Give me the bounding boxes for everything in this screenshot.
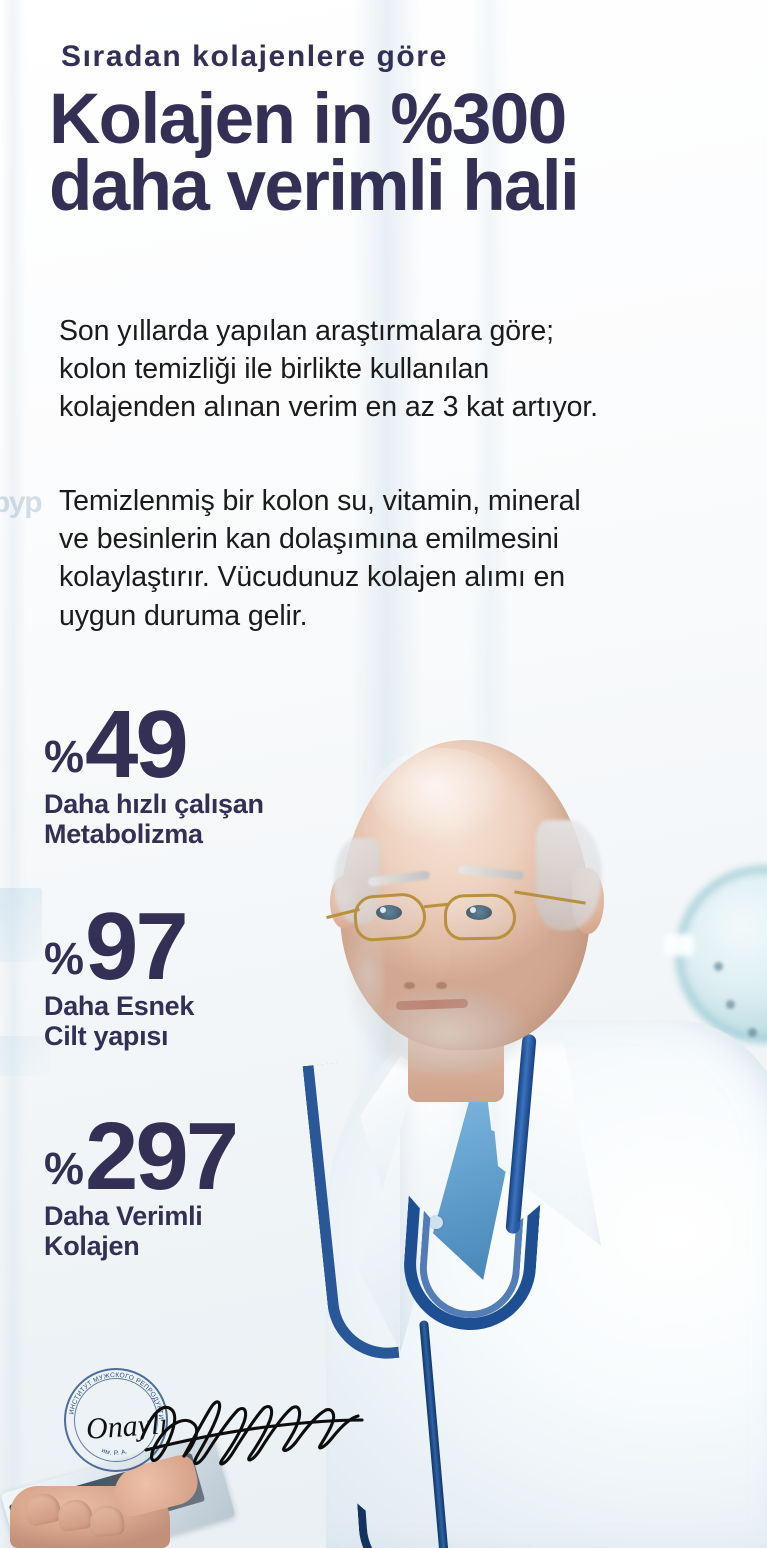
stat-value: 297 — [85, 1103, 239, 1210]
eyebrow-text: Sıradan kolajenlere göre — [61, 40, 448, 73]
paragraph-line: uygun duruma gelir. — [59, 599, 308, 632]
paragraph-line: ve besinlerin kan dolaşımına emilmesini — [59, 523, 559, 556]
paragraph-line: kolajenden alınan verim en az 3 kat artı… — [59, 391, 598, 424]
background-wall-band — [0, 0, 26, 1548]
background-ghost-text: рур — [0, 486, 43, 519]
shirt-button — [430, 1216, 443, 1229]
paragraph-line: kolaylaştırır. Vücudunuz kolajen alımı e… — [59, 561, 566, 594]
stat-number: % 49 — [44, 691, 264, 798]
background-ghost-shape — [0, 888, 42, 962]
stat-number: % 97 — [44, 893, 194, 1000]
seal-circular-text: ИНСТИТУТ МУЖСКОГО РЕПРОДУКТИВНОГО ЗДОРОВ… — [61, 1363, 168, 1472]
wall-clock-mark — [714, 962, 723, 971]
percent-sign: % — [44, 730, 85, 782]
wall-clock-mark — [726, 1000, 735, 1009]
stat-block-collagen: % 297 Daha Verimli Kolajen — [44, 1103, 239, 1261]
paragraph-benefit: Temizlenmiş bir kolon su, vitamin, miner… — [59, 482, 759, 635]
stat-label: Daha hızlı çalışan Metabolizma — [44, 789, 264, 849]
seal-text-inner: им. Р. А. — [100, 1447, 128, 1457]
stat-label-line: Metabolizma — [44, 818, 203, 849]
headline-line-1: Kolajen in %300 — [49, 80, 567, 159]
beard — [358, 964, 538, 1076]
stat-label: Daha Esnek Cilt yapısı — [44, 991, 194, 1051]
paragraph-line: Temizlenmiş bir kolon su, vitamin, miner… — [59, 485, 581, 517]
stat-label-line: Daha Verimli — [44, 1200, 203, 1231]
eye-highlight-left — [380, 907, 386, 913]
stat-label-line: Daha Esnek — [44, 990, 195, 1021]
seal-outer-ring — [64, 1368, 168, 1472]
doctor-portrait — [300, 700, 767, 1548]
nostril-left — [404, 982, 415, 989]
page-title: Kolajen in %300 daha verimli hali — [49, 80, 749, 227]
percent-sign: % — [44, 932, 85, 984]
nostril-right — [436, 982, 447, 989]
stat-label: Daha Verimli Kolajen — [44, 1201, 236, 1261]
paragraph-line: Son yıllarda yapılan araştırmalara göre; — [59, 315, 555, 347]
eye-highlight-right — [470, 907, 476, 913]
stat-value: 49 — [85, 691, 189, 798]
paragraph-intro: Son yıllarda yapılan araştırmalara göre;… — [59, 312, 759, 427]
hair-right — [536, 820, 602, 930]
stat-label-line: Cilt yapısı — [44, 1020, 169, 1051]
stat-value: 97 — [85, 893, 189, 1000]
seal-inner-ring — [74, 1378, 158, 1462]
background-ghost-shape — [0, 1036, 50, 1076]
stat-number: % 297 — [44, 1103, 239, 1210]
doctor-signature — [138, 1384, 368, 1476]
headline-line-2: daha verimli hali — [49, 147, 580, 227]
percent-sign: % — [44, 1142, 85, 1194]
nose — [410, 924, 450, 986]
head-highlight — [372, 748, 512, 844]
paragraph-line: kolon temizliği ile birlikte kullanılan — [59, 353, 490, 386]
stat-block-skin: % 97 Daha Esnek Cilt yapısı — [44, 893, 194, 1051]
wall-clock-mark — [748, 1028, 757, 1037]
stat-label-line: Kolajen — [44, 1230, 140, 1261]
stat-label-line: Daha hızlı çalışan — [44, 788, 264, 819]
stat-block-metabolism: % 49 Daha hızlı çalışan Metabolizma — [44, 691, 264, 849]
wall-clock-highlight — [664, 934, 694, 956]
approval-stamp: ИНСТИТУТ МУЖСКОГО РЕПРОДУКТИВНОГО ЗДОРОВ… — [60, 1362, 364, 1482]
